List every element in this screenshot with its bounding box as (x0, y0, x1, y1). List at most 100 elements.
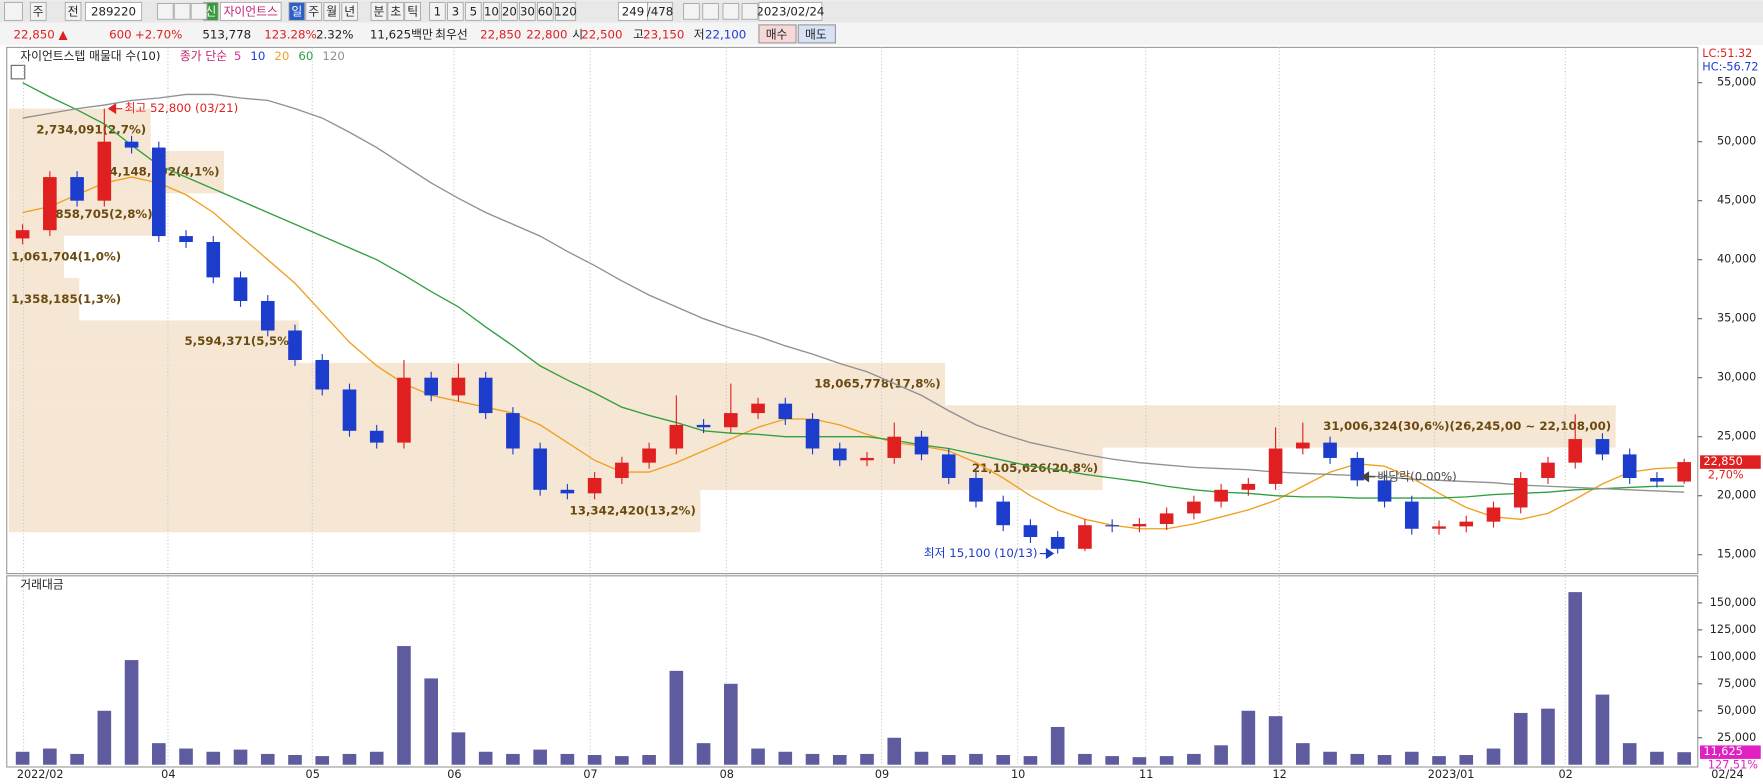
toolbar-button[interactable] (501, 1, 518, 21)
annotation-label: 최고 52,800 (03/21) (125, 101, 239, 115)
toolbar-button[interactable] (465, 1, 482, 21)
volume-bar (642, 755, 656, 765)
toolbar-button[interactable] (341, 1, 358, 21)
candle-body (615, 462, 629, 478)
toolbar-button[interactable] (288, 1, 306, 21)
volume-profile-label: 13,342,420(13,2%) (570, 504, 696, 518)
x-tick-label: 06 (447, 768, 461, 781)
toolbar-label[interactable]: 1 (434, 4, 442, 18)
moving-average-line (22, 93, 1685, 493)
volume-bar (1459, 755, 1474, 765)
y-tick-label: 30,000 (1717, 371, 1756, 384)
quote-field[interactable]: 매도 (805, 28, 827, 42)
volume-bar (1132, 757, 1147, 765)
toolbar-button[interactable] (64, 1, 82, 21)
toolbar-button[interactable] (387, 1, 405, 21)
icon-button[interactable] (156, 3, 174, 20)
volume-bar (97, 710, 112, 765)
toolbar-label[interactable]: 3 (452, 4, 460, 18)
toolbar-button[interactable] (429, 1, 446, 21)
volume-bar (1050, 726, 1065, 765)
toolbar-label[interactable]: 월 (326, 4, 337, 18)
candle-body (805, 418, 820, 449)
icon-button[interactable] (722, 3, 740, 20)
icon-button[interactable] (173, 3, 191, 20)
y-tick-label: 40,000 (1717, 253, 1756, 266)
icon-button[interactable] (4, 1, 23, 21)
toolbar-label[interactable]: 틱 (407, 4, 418, 18)
icon-button[interactable] (702, 3, 719, 20)
toolbar-button[interactable] (323, 1, 341, 21)
toolbar-button[interactable] (370, 1, 388, 21)
volume-bar (424, 678, 439, 765)
toolbar-button[interactable] (404, 1, 421, 21)
y2-tick-label: 125,000 (1710, 623, 1756, 636)
candle-body (397, 377, 411, 443)
toolbar-button[interactable] (29, 1, 47, 21)
toolbar-label[interactable]: 년 (344, 4, 355, 18)
quote-field: 2.32% (316, 28, 353, 42)
candle-body (1214, 489, 1228, 502)
toolbar-button[interactable] (447, 1, 464, 21)
toolbar-label[interactable]: 2023/02/24 (756, 4, 824, 18)
quote-field: +2.70% (135, 28, 182, 42)
volume-bar (751, 748, 765, 765)
candle-body (1513, 477, 1528, 508)
quote-field[interactable]: 매수 (766, 28, 788, 42)
x-tick-label: 11 (1139, 768, 1153, 781)
annotation-label: 배당락(0.00%) (1378, 469, 1457, 483)
toolbar-label[interactable]: 60 (538, 4, 553, 18)
quote-field: 최우선 (435, 28, 468, 42)
toolbar-label[interactable]: 10 (484, 4, 499, 18)
x-tick-label: 12 (1273, 768, 1287, 781)
icon-button[interactable] (741, 3, 759, 20)
toolbar-button[interactable] (519, 1, 536, 21)
quote-field: 고 (633, 28, 644, 42)
toolbar-label[interactable]: 자이언트스 (224, 4, 278, 18)
toolbar-label[interactable]: 분 (373, 4, 384, 18)
toolbar-button[interactable] (219, 1, 282, 21)
indicator-label: 자이언트스텝 매물대 수(10) (20, 49, 160, 63)
toolbar-label[interactable]: 주 (33, 4, 44, 18)
y-tick-label: 15,000 (1717, 548, 1756, 561)
toolbar-button[interactable] (647, 1, 673, 21)
toolbar-button[interactable] (554, 1, 577, 21)
toolbar-label[interactable]: /478 (647, 4, 674, 18)
volume-bar (233, 749, 248, 765)
toolbar-label[interactable]: 일 (291, 4, 302, 18)
toolbar-button[interactable] (483, 1, 500, 21)
icon-button[interactable] (190, 3, 208, 20)
toolbar-button[interactable] (85, 1, 143, 21)
volume-bar (1677, 752, 1691, 765)
toolbar-label[interactable]: 249 (622, 4, 645, 18)
toolbar-label[interactable]: 전 (68, 4, 79, 18)
volume-bar (1622, 743, 1637, 765)
candle-body (778, 403, 793, 419)
toolbar-label[interactable]: 신 (205, 4, 216, 18)
volume-ratio-label: 127,51% (1708, 759, 1758, 772)
candle-body (124, 141, 139, 148)
toolbar-label[interactable]: 289220 (91, 4, 136, 18)
volume-profile-band (8, 278, 80, 321)
candle-body (369, 430, 384, 443)
toolbar-label[interactable]: 주 (308, 4, 319, 18)
toolbar-label[interactable]: 120 (554, 4, 577, 18)
volume-bar (1187, 753, 1201, 765)
order-button[interactable] (758, 24, 797, 44)
volume-bar (587, 755, 602, 765)
toolbar-label[interactable]: 초 (390, 4, 401, 18)
toolbar-label[interactable]: 20 (502, 4, 517, 18)
toolbar-label[interactable]: 5 (470, 4, 478, 18)
order-button[interactable] (797, 24, 836, 44)
icon-button[interactable] (683, 3, 700, 20)
x-tick-label: 10 (1011, 768, 1025, 781)
toolbar-button[interactable] (536, 1, 554, 21)
volume-profile-band (8, 320, 299, 363)
x-tick-label: 05 (306, 768, 320, 781)
toolbar-button[interactable] (305, 1, 323, 21)
toolbar-button[interactable] (758, 1, 823, 21)
toolbar-label[interactable]: 30 (520, 4, 535, 18)
panel-icon[interactable] (10, 64, 26, 80)
volume-bar (1268, 716, 1283, 765)
y2-tick-label: 100,000 (1710, 650, 1756, 663)
